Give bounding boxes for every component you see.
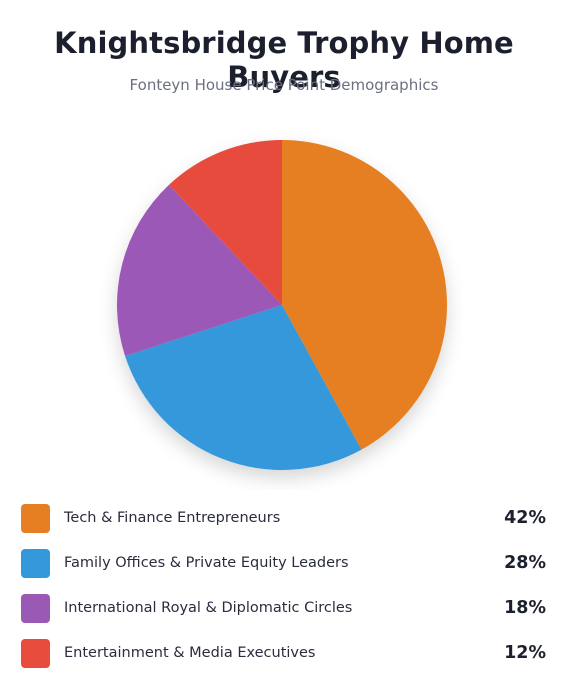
legend-swatch <box>21 638 50 668</box>
pie-slice <box>282 140 448 450</box>
legend-percentage: 42% <box>504 508 546 528</box>
legend-label: Tech & Finance Entrepreneurs <box>64 510 281 526</box>
legend-swatch <box>21 548 50 578</box>
legend-label: Entertainment & Media Executives <box>64 645 316 661</box>
pie-slice <box>117 184 283 356</box>
legend-label: International Royal & Diplomatic Circles <box>64 600 353 616</box>
legend-item: Tech & Finance Entrepreneurs 42% <box>21 503 546 533</box>
legend-percentage: 12% <box>504 643 546 663</box>
legend-item: International Royal & Diplomatic Circles… <box>21 593 546 623</box>
legend-percentage: 18% <box>504 598 546 618</box>
legend-item: Family Offices & Private Equity Leaders 2… <box>21 548 546 578</box>
chart-title: Knightsbridge Trophy Home Buyers <box>54 26 514 94</box>
legend-percentage: 28% <box>504 553 546 573</box>
pie-slice <box>125 305 362 470</box>
legend: Tech & Finance Entrepreneurs 42% Family Of… <box>21 503 546 683</box>
legend-swatch <box>21 593 50 623</box>
chart-subtitle: Fonteyn House Price Point Demographics <box>129 76 439 94</box>
legend-label: Family Offices & Private Equity Leaders <box>64 555 349 571</box>
legend-item: Entertainment & Media Executives 12% <box>21 638 546 668</box>
pie-chart <box>117 140 448 470</box>
legend-swatch <box>21 503 50 533</box>
pie-slice <box>169 140 282 305</box>
